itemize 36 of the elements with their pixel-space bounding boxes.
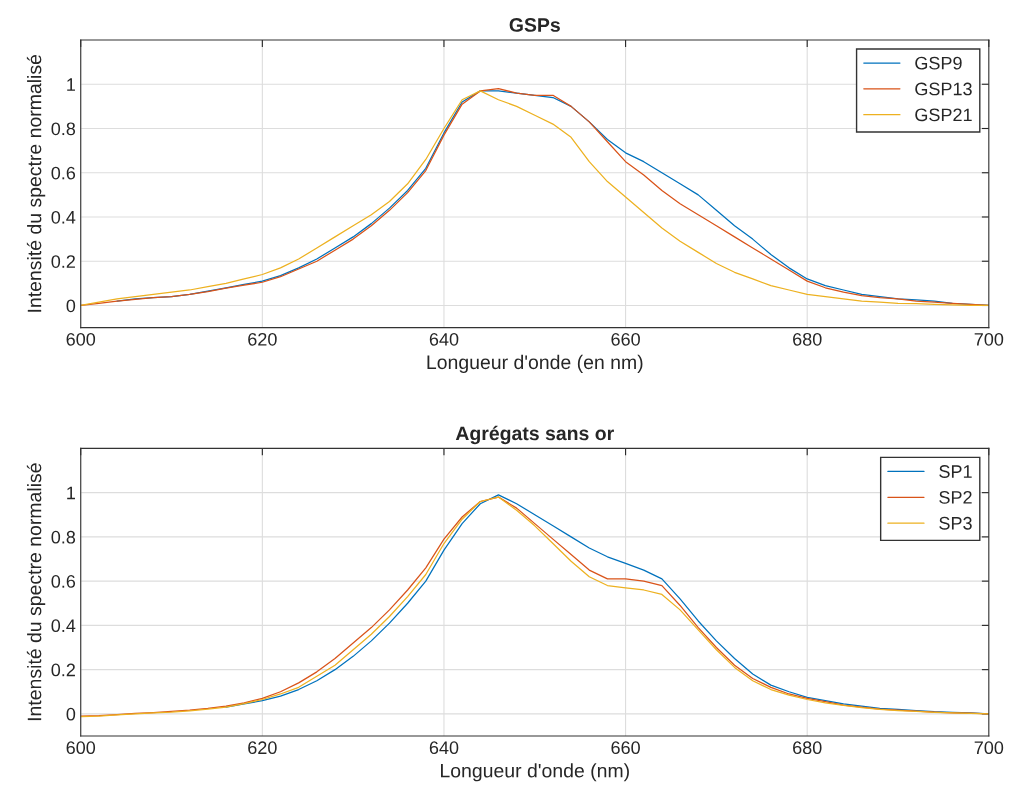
x-tick-label: 600 xyxy=(66,741,96,755)
legend-label: GSP9 xyxy=(915,56,962,70)
y-tick-label: 0.2 xyxy=(51,255,75,268)
y-tick-label: 1 xyxy=(67,78,75,91)
y-tick-label: 0.4 xyxy=(51,619,76,633)
legend-label: SP1 xyxy=(939,465,972,478)
y-tick-label: 0 xyxy=(66,707,76,721)
y-axis-title: Intensité du spectre normalisé xyxy=(26,54,46,312)
y-tick-label: 0.6 xyxy=(51,575,76,588)
legend-label: SP3 xyxy=(939,516,972,530)
y-tick-label: 0.8 xyxy=(51,530,76,544)
x-tick-label: 700 xyxy=(974,332,1004,346)
y-tick-label: 1 xyxy=(67,486,75,500)
y-tick-label: 0 xyxy=(66,299,76,313)
chart-title: GSPs xyxy=(509,18,560,32)
legend-label: GSP13 xyxy=(915,82,972,96)
y-tick-label: 0.8 xyxy=(51,122,76,136)
y-axis-title: Intensité du spectre normalisé xyxy=(26,463,46,721)
legend-label: GSP21 xyxy=(915,108,972,122)
x-axis-title: Longueur d'onde (nm) xyxy=(441,763,629,782)
x-tick-label: 640 xyxy=(429,741,459,755)
y-tick-label: 0.2 xyxy=(51,663,75,677)
x-tick-label: 640 xyxy=(429,332,459,346)
x-tick-label: 700 xyxy=(974,741,1004,755)
y-tick-label: 0.6 xyxy=(51,166,76,180)
x-tick-label: 660 xyxy=(611,332,640,346)
x-tick-label: 620 xyxy=(248,741,277,755)
x-axis-title: Longueur d'onde (en nm) xyxy=(427,354,643,373)
x-tick-label: 680 xyxy=(793,332,822,346)
y-tick-label: 0.4 xyxy=(51,210,76,224)
x-tick-label: 620 xyxy=(248,332,277,346)
chart-title: Agrégats sans or xyxy=(455,425,614,445)
x-tick-label: 660 xyxy=(611,741,640,755)
x-tick-label: 600 xyxy=(66,332,96,346)
legend-label: SP2 xyxy=(939,490,972,504)
x-tick-label: 680 xyxy=(793,741,822,755)
